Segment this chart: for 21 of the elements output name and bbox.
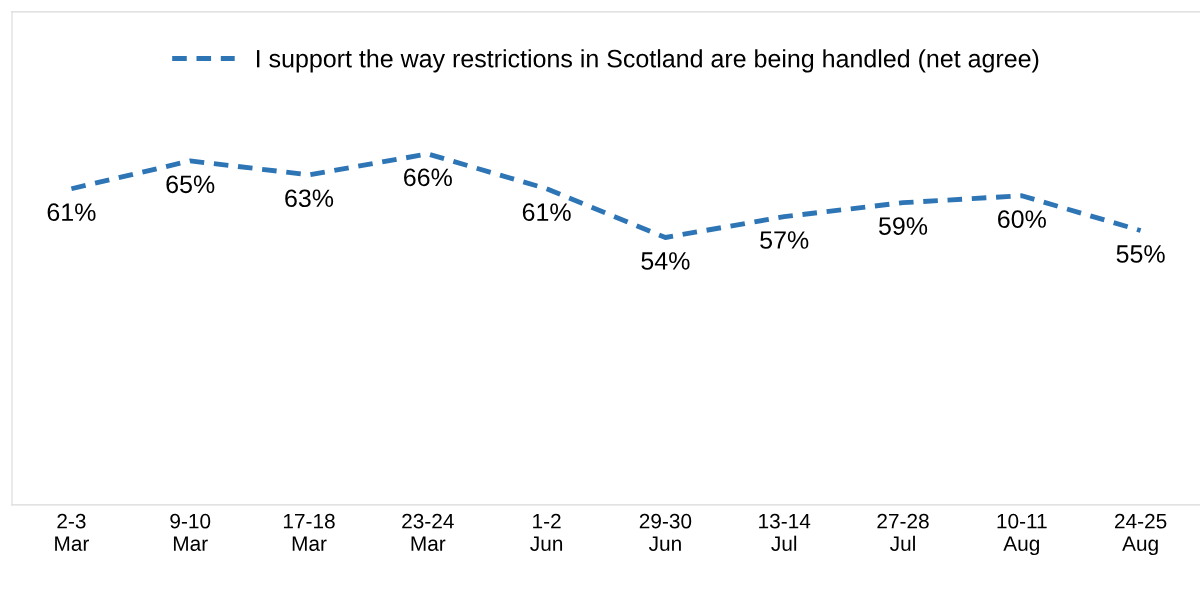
data-label: 57% (760, 231, 809, 249)
x-tick-label: 10-11 Aug (997, 513, 1047, 556)
x-tick-label: 17-18 Mar (283, 513, 335, 551)
x-tick-label: 1-2 Jun (530, 513, 563, 551)
data-label: 59% (878, 217, 928, 235)
data-label: 66% (404, 168, 452, 187)
x-tick-label: 9-10 Mar (170, 513, 211, 551)
x-tick-label: 13-14 Jul (759, 513, 811, 551)
x-tick-label: 27-28 Jul (877, 513, 929, 551)
data-label: 55% (1116, 245, 1165, 263)
x-tick-label: 2-3 Mar (55, 513, 89, 551)
x-tick-label: 29-30 Jun (639, 513, 692, 551)
data-label: 63% (285, 189, 334, 208)
data-label: 61% (47, 203, 96, 222)
data-label: 65% (166, 175, 215, 194)
data-label: 60% (998, 210, 1046, 228)
data-label: 54% (641, 252, 690, 270)
legend-label: I support the way restrictions in Scotland are being handled (net agree) (257, 49, 1039, 73)
x-tick-label: 24-25 Aug (1115, 513, 1167, 556)
data-label: 61% (522, 203, 571, 222)
x-tick-label: 23-24 Mar (402, 513, 454, 551)
